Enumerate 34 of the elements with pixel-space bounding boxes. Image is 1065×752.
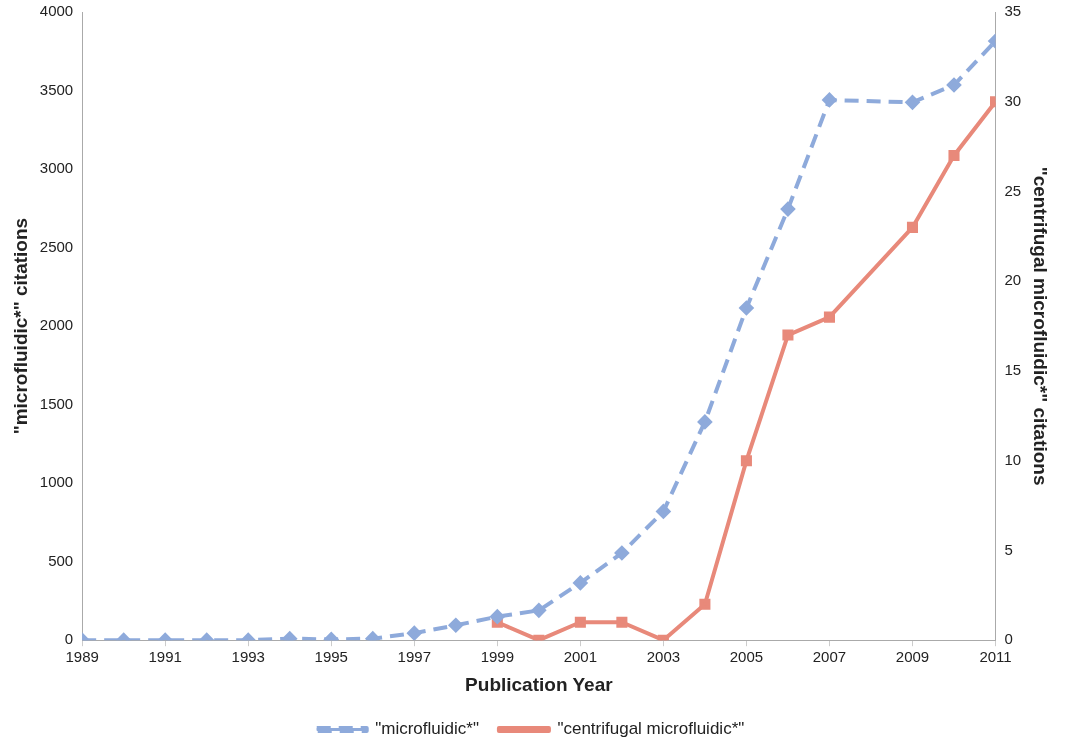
legend-label: "microfluidic*" [375,719,479,739]
x-tick-label: 2003 [646,648,681,666]
y2-tick-label: 30 [1004,91,1022,109]
x-tick-label: 2005 [729,648,764,666]
y-tick-label: 0 [64,630,74,648]
legend-label: "centrifugal microfluidic*" [557,719,745,739]
x-tick-label: 2009 [895,648,930,666]
x-tick-label: 2011 [979,648,1012,666]
y-axis-title: "microfluidic*" citations [9,217,31,435]
x-tick-label: 1999 [480,648,515,666]
x-tick-label: 1989 [65,648,99,666]
x-tick-label: 1997 [397,648,431,666]
y-tick-label: 500 [48,551,74,569]
y2-tick-label: 5 [1004,540,1013,558]
x-tick-label: 1991 [148,648,182,666]
y-tick-label: 2500 [39,237,74,255]
y2-axis-title: "centrifugal microfluidic*" citations [1030,166,1052,486]
x-tick-label: 2001 [563,648,598,666]
x-tick-label: 1995 [314,648,348,666]
y2-tick-label: 35 [1004,2,1022,20]
y2-tick-label: 0 [1004,630,1013,648]
y2-tick-label: 10 [1004,450,1022,468]
y-tick-label: 2000 [39,316,74,334]
x-tick-label: 2007 [812,648,847,666]
y-tick-label: 4000 [39,2,74,20]
y-tick-label: 3000 [39,159,74,177]
x-axis-title: Publication Year [465,673,614,695]
y2-tick-label: 25 [1004,181,1022,199]
y-tick-label: 3500 [39,80,74,98]
y2-tick-label: 15 [1004,361,1022,379]
x-tick-label: 1993 [231,648,265,666]
y-tick-label: 1500 [39,394,74,412]
y-tick-label: 1000 [39,473,74,491]
y2-tick-label: 20 [1004,271,1022,289]
